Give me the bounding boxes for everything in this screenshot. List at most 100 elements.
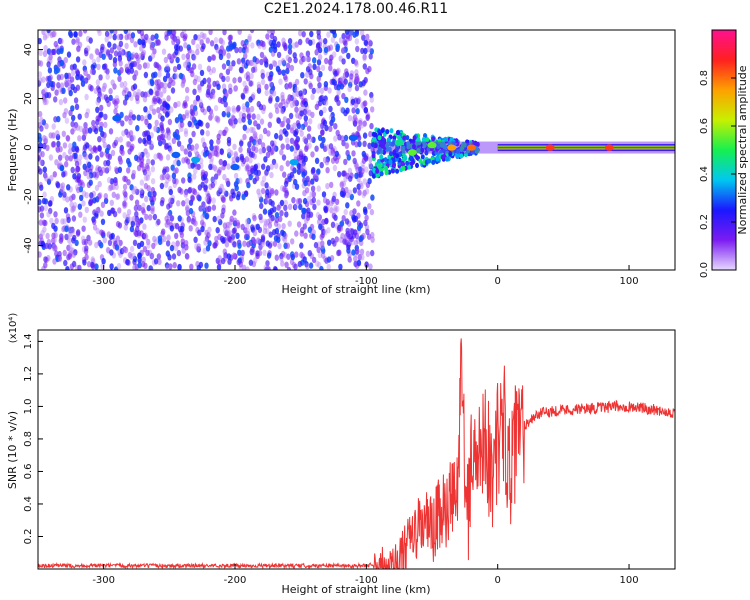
spectrogram-cell bbox=[165, 264, 170, 270]
colorbar-tick-label: 0.8 bbox=[699, 70, 710, 86]
spectrogram-cell bbox=[143, 148, 148, 155]
spectrogram-cell bbox=[81, 190, 87, 197]
spectrogram-cells bbox=[38, 30, 675, 270]
spectrogram-cell bbox=[162, 235, 167, 243]
spectrogram-cell bbox=[120, 120, 125, 127]
spectrogram-cell bbox=[165, 240, 171, 247]
spectrogram-cell bbox=[65, 196, 70, 203]
spectrogram-hot-spot bbox=[230, 163, 240, 171]
spectrogram-cell bbox=[97, 193, 102, 200]
spectrogram-cell bbox=[68, 155, 74, 162]
spectrogram-cell bbox=[204, 195, 209, 203]
spectrogram-hot-spot bbox=[191, 156, 201, 163]
spectrogram-cell bbox=[293, 151, 298, 159]
spectrogram-cell bbox=[86, 261, 92, 268]
spectrogram-cell bbox=[181, 77, 186, 84]
spectrogram-cell bbox=[286, 253, 291, 260]
spectrogram-cell bbox=[261, 146, 266, 154]
spectrogram-cell bbox=[56, 115, 61, 123]
spectrogram-cell bbox=[118, 239, 123, 247]
spectrogram-cell bbox=[74, 103, 80, 111]
spectrogram-cell bbox=[261, 40, 266, 48]
spectrogram-cell bbox=[77, 203, 83, 210]
spectrogram-cell bbox=[231, 115, 236, 122]
spectrogram-cell bbox=[455, 153, 460, 159]
spectrogram-cell bbox=[353, 239, 359, 247]
spectrogram-cell bbox=[267, 75, 272, 82]
spectrogram-cell bbox=[121, 247, 127, 254]
spectrogram-cell bbox=[335, 43, 340, 50]
spectrogram-cell bbox=[67, 253, 73, 260]
spectrogram-cell bbox=[52, 48, 57, 56]
spectrogram-cell bbox=[103, 197, 109, 204]
spectrogram-cell bbox=[307, 109, 312, 116]
spectrogram-cell bbox=[265, 165, 271, 172]
spectrogram-cell bbox=[100, 201, 106, 208]
spectrogram-cell bbox=[170, 87, 176, 94]
spectrogram-cell bbox=[368, 130, 373, 138]
spectrogram-cell bbox=[176, 200, 181, 207]
spectrogram-cell bbox=[145, 62, 150, 69]
spectrogram-cell bbox=[246, 217, 251, 225]
y-tick-label: 0.2 bbox=[23, 529, 34, 545]
spectrogram-cell bbox=[291, 42, 297, 49]
spectrogram-cell bbox=[323, 205, 328, 212]
spectrogram-cell bbox=[257, 138, 262, 145]
spectrogram-cell bbox=[253, 257, 258, 264]
spectrogram-cell bbox=[97, 136, 102, 143]
spectrogram-cell bbox=[321, 98, 327, 106]
spectrogram-cell bbox=[199, 69, 205, 77]
spectrogram-cell bbox=[192, 88, 197, 96]
spectrogram-x-ticks: -300 -200 -100 0 100 bbox=[92, 265, 639, 287]
spectrogram-cell bbox=[329, 54, 334, 61]
spectrogram-cell bbox=[319, 233, 324, 241]
spectrogram-cell bbox=[275, 107, 280, 114]
spectrogram-cell bbox=[114, 244, 120, 251]
spectrogram-cell bbox=[268, 81, 274, 88]
spectrogram-cell bbox=[364, 214, 369, 221]
spectrogram-hot-spot bbox=[112, 115, 122, 122]
spectrogram-cell bbox=[256, 237, 261, 244]
spectrogram-cell bbox=[217, 255, 222, 262]
spectrogram-cell bbox=[210, 181, 215, 189]
spectrogram-cell bbox=[307, 226, 313, 233]
spectrogram-cell bbox=[235, 194, 241, 201]
spectrogram-cell bbox=[253, 163, 259, 170]
spectrogram-cell bbox=[172, 30, 177, 35]
spectrogram-cell bbox=[212, 164, 217, 171]
spectrogram-cell bbox=[65, 135, 71, 142]
spectrogram-cell bbox=[463, 151, 468, 158]
spectrogram-cell bbox=[214, 43, 219, 51]
spectrogram-cell bbox=[185, 53, 191, 60]
spectrogram-cell bbox=[209, 144, 214, 151]
spectrogram-cell bbox=[256, 84, 262, 91]
spectrogram-cell bbox=[181, 53, 186, 60]
spectrogram-cell bbox=[316, 246, 321, 253]
spectrogram-cell bbox=[305, 263, 310, 270]
spectrogram-cell bbox=[256, 123, 261, 130]
spectrogram-cell bbox=[281, 98, 286, 105]
spectrogram-cell bbox=[172, 131, 178, 138]
spectrogram-cell bbox=[164, 181, 169, 188]
spectrogram-cell bbox=[185, 158, 191, 165]
spectrogram-cell bbox=[266, 130, 271, 137]
spectrogram-cell bbox=[279, 165, 284, 172]
spectrogram-cell bbox=[171, 137, 176, 145]
spectrogram-cell bbox=[311, 196, 316, 204]
spectrogram-cell bbox=[282, 171, 287, 178]
spectrogram-cell bbox=[221, 63, 227, 70]
spectrogram-cell bbox=[330, 149, 336, 156]
spectrogram-cell bbox=[218, 158, 223, 166]
spectrogram-cell bbox=[367, 65, 372, 73]
spectrogram-cell bbox=[267, 38, 272, 46]
spectrogram-cell bbox=[302, 256, 307, 263]
spectrogram-cell bbox=[66, 51, 72, 58]
spectrogram-cell bbox=[55, 182, 61, 189]
spectrogram-cell bbox=[270, 42, 275, 49]
spectrogram-cell bbox=[270, 188, 275, 195]
spectrogram-cell bbox=[397, 135, 401, 141]
spectrogram-cell bbox=[191, 187, 196, 195]
spectrogram-cell bbox=[197, 63, 203, 70]
spectrogram-cell bbox=[328, 125, 333, 132]
spectrogram-cell bbox=[333, 135, 338, 142]
